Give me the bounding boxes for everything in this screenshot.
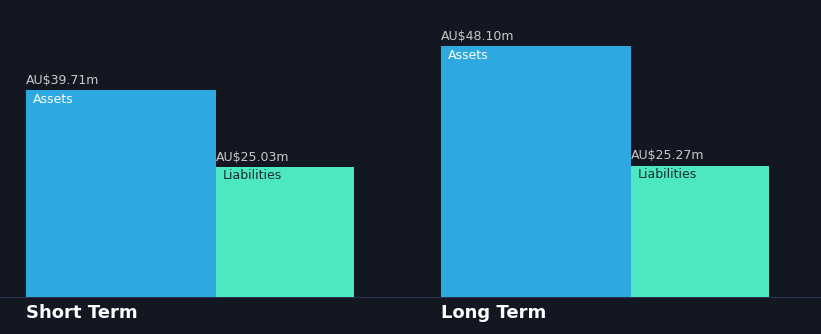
Text: Liabilities: Liabilities	[223, 169, 282, 182]
Text: Short Term: Short Term	[26, 304, 138, 322]
Text: Long Term: Long Term	[441, 304, 546, 322]
Text: Liabilities: Liabilities	[638, 168, 697, 181]
Bar	[441, 46, 631, 298]
Bar	[631, 166, 769, 298]
Text: Assets: Assets	[33, 93, 73, 106]
Text: AU$25.27m: AU$25.27m	[631, 149, 704, 162]
Text: AU$48.10m: AU$48.10m	[441, 30, 514, 43]
Text: AU$39.71m: AU$39.71m	[26, 74, 99, 87]
Text: Assets: Assets	[447, 49, 488, 62]
Bar	[216, 167, 355, 298]
Bar	[26, 90, 216, 298]
Text: AU$25.03m: AU$25.03m	[216, 151, 290, 164]
